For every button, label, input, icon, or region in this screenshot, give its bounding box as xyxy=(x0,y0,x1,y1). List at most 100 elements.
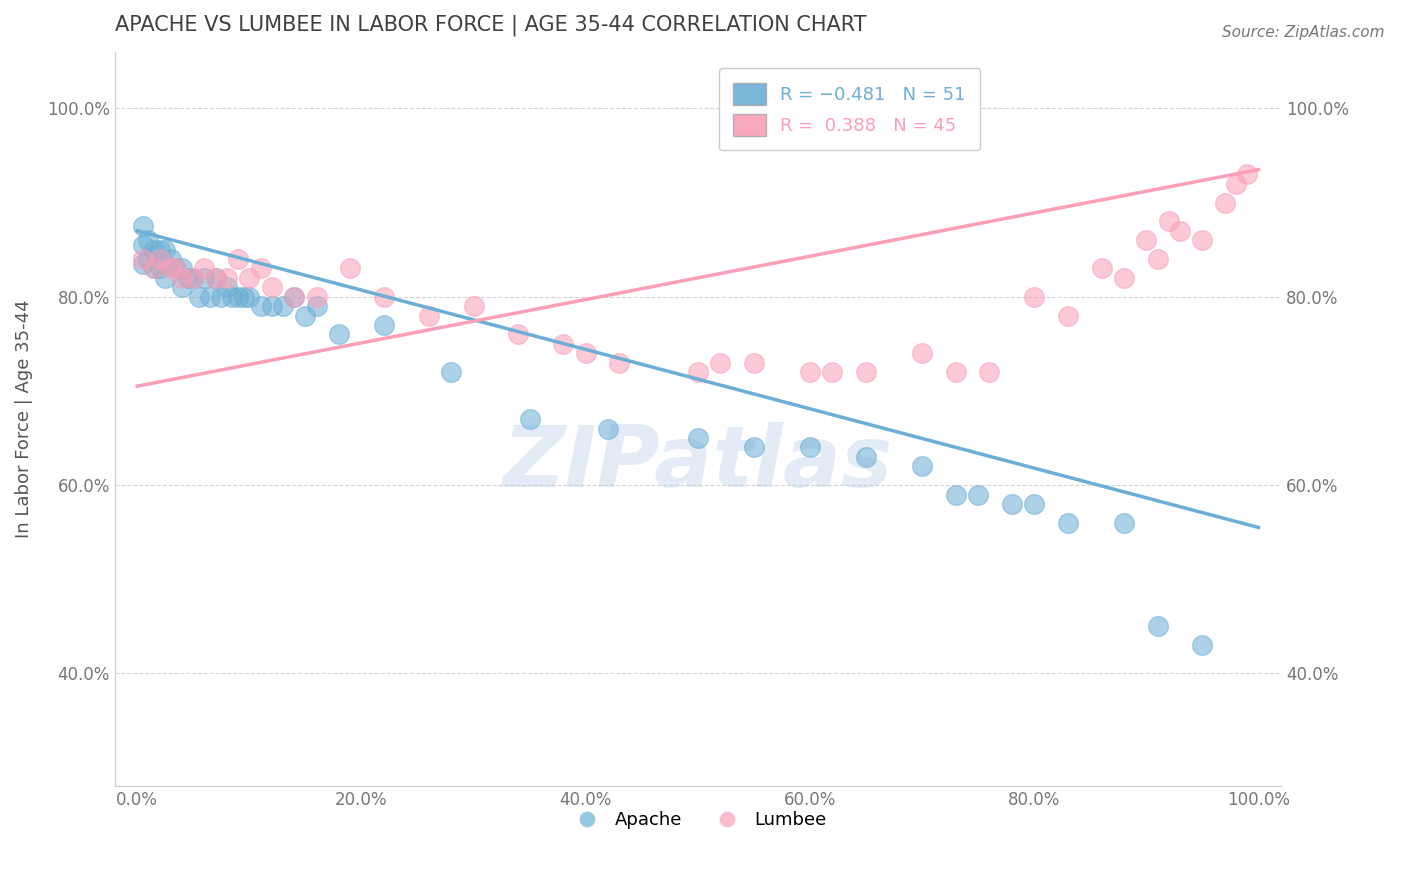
Point xyxy=(165,261,187,276)
Point xyxy=(204,271,226,285)
Point xyxy=(821,365,844,379)
Y-axis label: In Labor Force | Age 35-44: In Labor Force | Age 35-44 xyxy=(15,300,32,539)
Point xyxy=(463,299,485,313)
Point xyxy=(232,290,254,304)
Point xyxy=(138,233,160,247)
Point xyxy=(799,441,821,455)
Point xyxy=(418,309,440,323)
Point xyxy=(1225,177,1247,191)
Point xyxy=(155,271,177,285)
Point xyxy=(1168,224,1191,238)
Text: APACHE VS LUMBEE IN LABOR FORCE | AGE 35-44 CORRELATION CHART: APACHE VS LUMBEE IN LABOR FORCE | AGE 35… xyxy=(115,15,866,37)
Point xyxy=(198,290,221,304)
Point xyxy=(1191,638,1213,652)
Point xyxy=(165,261,187,276)
Point xyxy=(305,290,328,304)
Point xyxy=(143,261,166,276)
Point xyxy=(373,318,395,332)
Point xyxy=(226,252,249,266)
Point xyxy=(271,299,294,313)
Point xyxy=(945,365,967,379)
Point xyxy=(742,441,765,455)
Point xyxy=(799,365,821,379)
Point xyxy=(204,271,226,285)
Point xyxy=(373,290,395,304)
Point xyxy=(1112,271,1135,285)
Point xyxy=(1024,290,1046,304)
Point xyxy=(967,487,990,501)
Point xyxy=(440,365,463,379)
Point xyxy=(598,421,620,435)
Point xyxy=(159,261,181,276)
Point xyxy=(911,459,934,474)
Point xyxy=(176,271,198,285)
Point xyxy=(132,238,155,252)
Point xyxy=(742,356,765,370)
Point xyxy=(181,271,204,285)
Point xyxy=(149,243,172,257)
Legend: Apache, Lumbee: Apache, Lumbee xyxy=(562,804,834,836)
Point xyxy=(911,346,934,360)
Point xyxy=(1057,516,1080,530)
Point xyxy=(249,299,271,313)
Point xyxy=(855,450,877,464)
Point xyxy=(686,431,709,445)
Point xyxy=(149,261,172,276)
Point xyxy=(181,271,204,285)
Point xyxy=(1157,214,1180,228)
Point xyxy=(226,290,249,304)
Point xyxy=(155,243,177,257)
Point xyxy=(132,219,155,233)
Point xyxy=(143,261,166,276)
Point xyxy=(138,252,160,266)
Point xyxy=(1001,497,1024,511)
Point xyxy=(1213,195,1236,210)
Point xyxy=(132,257,155,271)
Point xyxy=(215,271,238,285)
Point xyxy=(221,290,243,304)
Point xyxy=(508,327,530,342)
Text: ZIPatlas: ZIPatlas xyxy=(503,422,893,505)
Point xyxy=(193,271,215,285)
Point xyxy=(519,412,541,426)
Point xyxy=(609,356,631,370)
Point xyxy=(1135,233,1157,247)
Point xyxy=(1057,309,1080,323)
Point xyxy=(1146,252,1168,266)
Point xyxy=(305,299,328,313)
Text: Source: ZipAtlas.com: Source: ZipAtlas.com xyxy=(1222,25,1385,40)
Point xyxy=(1236,167,1258,181)
Point xyxy=(215,280,238,294)
Point xyxy=(170,261,193,276)
Point xyxy=(149,252,172,266)
Point xyxy=(260,299,283,313)
Point xyxy=(686,365,709,379)
Point xyxy=(132,252,155,266)
Point xyxy=(709,356,731,370)
Point xyxy=(1191,233,1213,247)
Point xyxy=(260,280,283,294)
Point xyxy=(159,252,181,266)
Point xyxy=(294,309,316,323)
Point xyxy=(238,271,260,285)
Point xyxy=(1024,497,1046,511)
Point xyxy=(187,290,209,304)
Point xyxy=(170,280,193,294)
Point xyxy=(283,290,305,304)
Point xyxy=(249,261,271,276)
Point xyxy=(979,365,1001,379)
Point xyxy=(553,336,575,351)
Point xyxy=(945,487,967,501)
Point xyxy=(170,271,193,285)
Point xyxy=(1090,261,1112,276)
Point xyxy=(328,327,350,342)
Point xyxy=(855,365,877,379)
Point xyxy=(1112,516,1135,530)
Point xyxy=(193,261,215,276)
Point xyxy=(283,290,305,304)
Point xyxy=(209,290,232,304)
Point xyxy=(143,243,166,257)
Point xyxy=(575,346,598,360)
Point xyxy=(339,261,361,276)
Point xyxy=(1146,619,1168,633)
